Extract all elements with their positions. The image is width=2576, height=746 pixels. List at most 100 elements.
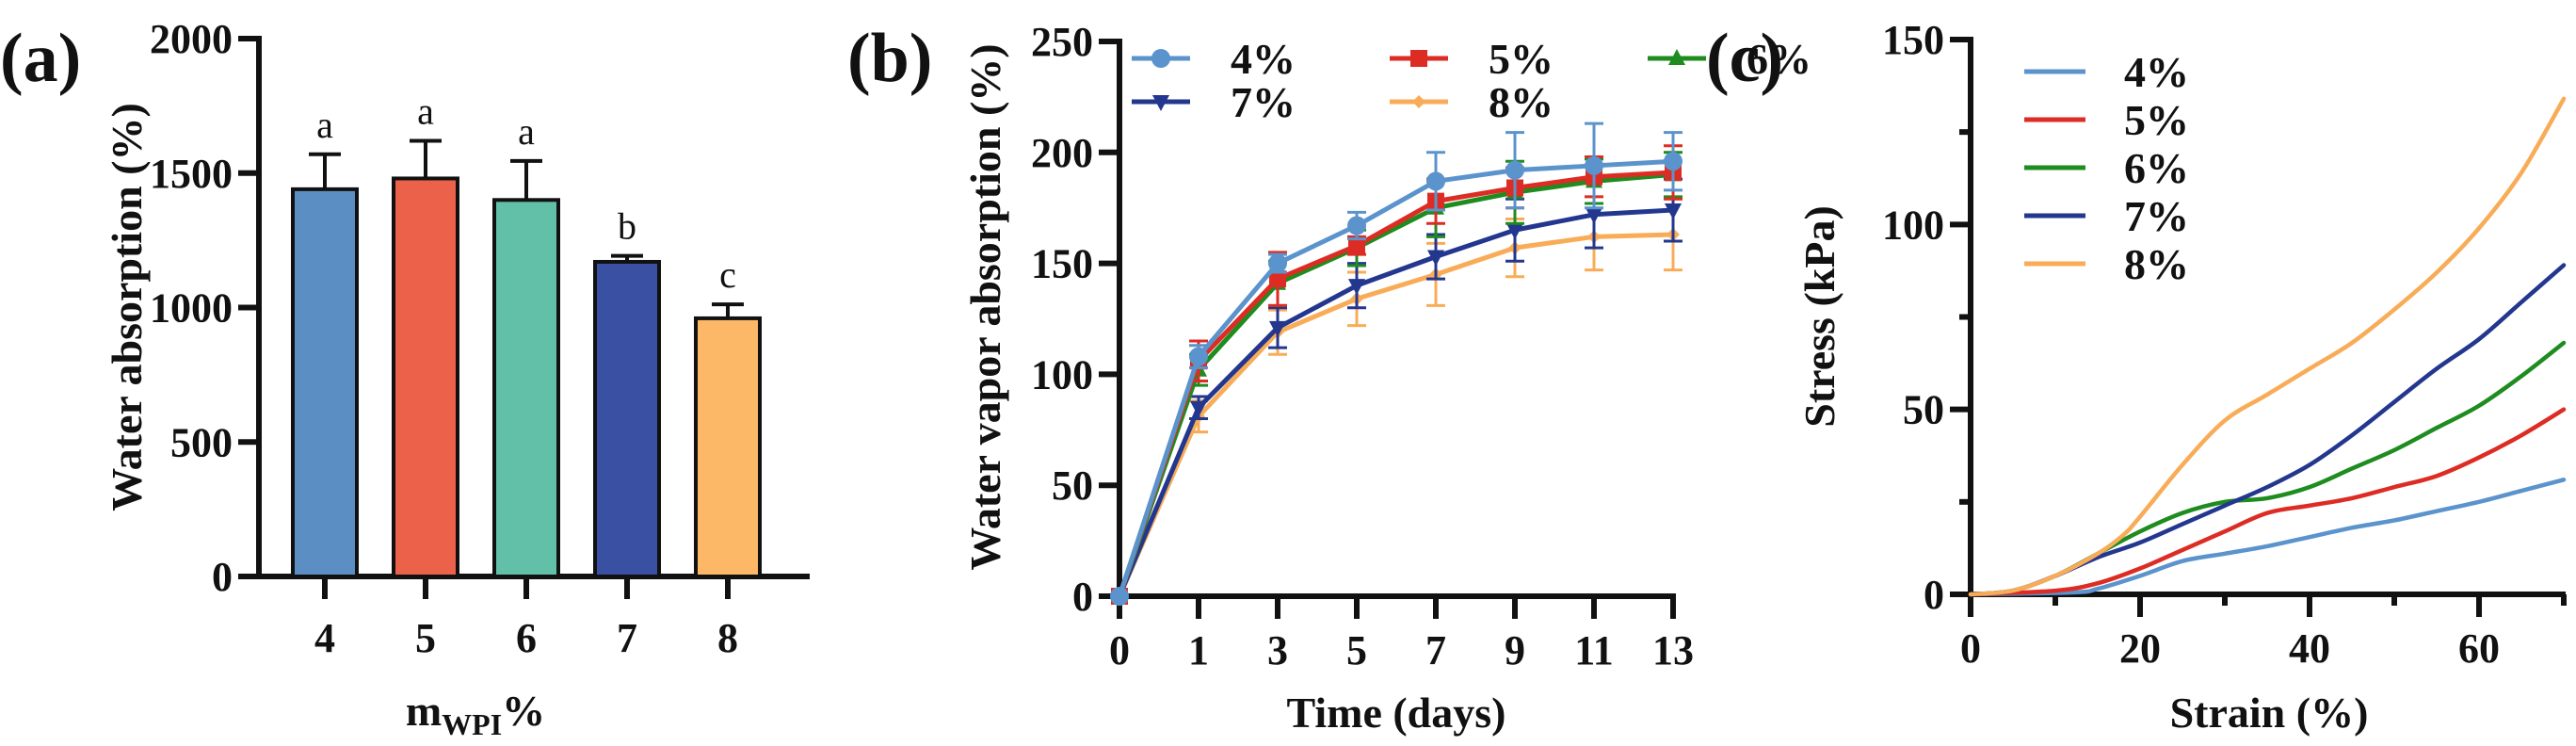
panel-label-b: (b) bbox=[847, 20, 932, 97]
chart-b-xtick-label: 13 bbox=[1652, 627, 1694, 673]
chart-b-series-6pct bbox=[1111, 151, 1682, 603]
chart-b-data-point bbox=[1268, 253, 1287, 273]
chart-b-data-point bbox=[1190, 400, 1207, 417]
chart-b-ytick-label: 100 bbox=[1031, 351, 1093, 397]
chart-b-ylabel: Water vapor absorption (%) bbox=[961, 43, 1009, 570]
chart-a-ytick-label: 2000 bbox=[150, 16, 233, 62]
chart-b-legend-marker bbox=[1152, 95, 1169, 111]
chart-c: Stress (kPa) Strain (%) 0 50 100 150 0 20 40 60… bbox=[1795, 17, 2567, 737]
chart-c-legend-label: 5% bbox=[2124, 96, 2189, 144]
chart-b-xtick-label: 11 bbox=[1574, 627, 1614, 673]
chart-b-data-point bbox=[1665, 203, 1682, 220]
chart-b-legend-marker bbox=[1151, 49, 1170, 68]
chart-a-ytick-label: 0 bbox=[212, 554, 233, 600]
chart-a-significance-label: c bbox=[719, 253, 736, 296]
chart-b-data-point bbox=[1664, 152, 1682, 171]
chart-b-ytick-label: 150 bbox=[1031, 241, 1093, 287]
chart-c-line-series-5pct bbox=[1968, 407, 2567, 597]
chart-a-bar bbox=[291, 186, 359, 578]
chart-b-data-point bbox=[1269, 270, 1286, 288]
chart-c-line-series-4pct bbox=[1968, 478, 2567, 597]
chart-b-ytick-label: 50 bbox=[1052, 462, 1093, 509]
chart-a-ylabel: Water absorption (%) bbox=[103, 103, 151, 511]
chart-b-data-point bbox=[1427, 250, 1444, 267]
chart-a: Water absorption (%) mWPI% 0 500 1000 1500 2… bbox=[103, 16, 810, 741]
chart-c-ylabel: Stress (kPa) bbox=[1795, 205, 1843, 428]
panel-label-c: (c) bbox=[1706, 20, 1783, 97]
chart-b-legend-label: 6% bbox=[1747, 35, 1811, 83]
chart-a-ytick-label: 1500 bbox=[150, 151, 233, 197]
chart-b-data-point bbox=[1585, 155, 1603, 175]
chart-b-xtick-label: 5 bbox=[1346, 627, 1367, 673]
chart-c-xtick-label: 40 bbox=[2289, 625, 2330, 672]
chart-b-legend: 4% 5% 6% 7% 8% bbox=[1132, 35, 1811, 126]
chart-a-xtick-label: 4 bbox=[314, 615, 335, 661]
chart-b-xtick-label: 3 bbox=[1267, 627, 1288, 673]
chart-c-xtick-label: 20 bbox=[2119, 625, 2161, 672]
chart-b-series-7pct bbox=[1111, 177, 1682, 606]
chart-c-xtick-label: 0 bbox=[1960, 625, 1981, 672]
chart-c-line-series-8pct bbox=[1968, 96, 2567, 597]
chart-b-xtick-label: 1 bbox=[1188, 627, 1209, 673]
chart-a-xtick-label: 5 bbox=[415, 615, 436, 661]
chart-c-legend-label: 8% bbox=[2124, 240, 2189, 288]
chart-b-data-point bbox=[1347, 216, 1366, 235]
chart-a-significance-label: a bbox=[518, 110, 535, 153]
chart-b-data-point bbox=[1189, 347, 1208, 366]
chart-c-legend-label: 4% bbox=[2124, 48, 2189, 96]
chart-c-line-series-6pct bbox=[1968, 340, 2567, 597]
chart-b-legend-label: 8% bbox=[1489, 78, 1554, 126]
chart-b-data-point bbox=[1505, 160, 1524, 180]
chart-b-data-point bbox=[1426, 171, 1445, 191]
chart-a-xtick-label: 6 bbox=[516, 615, 537, 661]
chart-c-legend-label: 6% bbox=[2124, 144, 2189, 192]
chart-a-xlabel: mWPI% bbox=[406, 687, 545, 741]
chart-b-data-point bbox=[1348, 236, 1365, 254]
chart-a-bar bbox=[392, 176, 459, 579]
chart-b-ytick-label: 200 bbox=[1031, 130, 1093, 176]
chart-a-significance-label: a bbox=[316, 104, 333, 146]
chart-b-xtick-label: 0 bbox=[1109, 627, 1130, 673]
chart-b-line bbox=[1117, 232, 1674, 598]
chart-b: Water vapor absorption (%) Time (days) 0… bbox=[961, 19, 1811, 737]
chart-b-line bbox=[1117, 171, 1674, 597]
chart-b-line bbox=[1117, 170, 1674, 597]
chart-b-data-point bbox=[1506, 223, 1523, 240]
chart-b-ytick-label: 250 bbox=[1031, 19, 1093, 65]
chart-b-xtick-label: 9 bbox=[1505, 627, 1525, 673]
chart-a-xlabel-subscript: WPI bbox=[442, 707, 502, 741]
chart-c-ytick-label: 100 bbox=[1882, 202, 1944, 248]
chart-c-ytick-label: 150 bbox=[1882, 17, 1944, 63]
chart-a-xtick-label: 8 bbox=[717, 615, 738, 661]
chart-a-bar bbox=[492, 198, 560, 579]
chart-b-line bbox=[1117, 207, 1674, 597]
chart-b-data-point bbox=[1586, 207, 1602, 224]
chart-b-line bbox=[1117, 158, 1674, 597]
chart-b-legend-marker bbox=[1668, 49, 1685, 65]
chart-a-significance-label: a bbox=[417, 89, 434, 132]
chart-a-significance-label: b bbox=[618, 205, 636, 248]
chart-c-ytick-label: 50 bbox=[1903, 387, 1944, 433]
chart-a-xlabel-main: m bbox=[406, 687, 442, 735]
chart-b-series-4pct bbox=[1110, 122, 1682, 606]
chart-b-legend-marker bbox=[1412, 95, 1425, 108]
chart-b-data-point bbox=[1269, 320, 1286, 337]
chart-a-xtick-label: 7 bbox=[617, 615, 637, 661]
chart-a-xlabel-suffix: % bbox=[502, 687, 545, 735]
chart-a-ytick-label: 500 bbox=[170, 419, 233, 465]
chart-c-legend-label: 7% bbox=[2124, 192, 2189, 240]
chart-c-xtick-label: 60 bbox=[2458, 625, 2500, 672]
chart-b-legend-label: 4% bbox=[1231, 35, 1296, 83]
chart-c-legend: 4%5%6%7%8% bbox=[2024, 48, 2189, 288]
chart-b-ytick-label: 0 bbox=[1072, 574, 1093, 620]
chart-c-xlabel: Strain (%) bbox=[2170, 689, 2369, 737]
chart-b-legend-marker bbox=[1410, 50, 1427, 67]
chart-a-bar bbox=[694, 316, 762, 578]
chart-b-legend-label: 7% bbox=[1231, 78, 1296, 126]
chart-b-xtick-label: 7 bbox=[1425, 627, 1446, 673]
chart-c-ytick-label: 0 bbox=[1924, 572, 1944, 618]
chart-b-xlabel: Time (days) bbox=[1287, 689, 1506, 737]
chart-b-data-point bbox=[1348, 279, 1365, 296]
chart-a-ytick-label: 1000 bbox=[150, 285, 233, 332]
